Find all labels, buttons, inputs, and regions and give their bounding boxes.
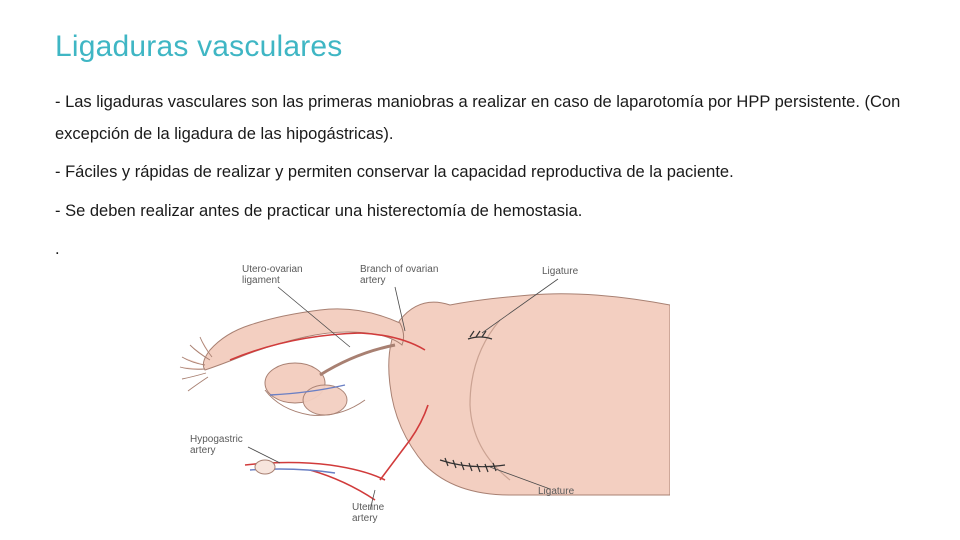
vessel-cross-section — [255, 460, 275, 474]
body-paragraph: - Las ligaduras vasculares son las prime… — [55, 86, 905, 150]
body-paragraph: - Se deben realizar antes de practicar u… — [55, 195, 905, 227]
slide-title: Ligaduras vasculares — [55, 30, 905, 64]
diagram-label-uterine: Uterineartery — [352, 503, 384, 524]
diagram-label-ligature-bottom: Ligature — [538, 487, 574, 498]
slide-body: - Las ligaduras vasculares son las prime… — [55, 86, 905, 265]
slide: Ligaduras vasculares - Las ligaduras vas… — [0, 0, 960, 540]
body-paragraph: - Fáciles y rápidas de realizar y permit… — [55, 156, 905, 188]
diagram-label-ligature-top: Ligature — [542, 267, 578, 278]
diagram-label-hypogastric: Hypogastricartery — [190, 435, 243, 456]
body-paragraph: . — [55, 233, 905, 265]
diagram-label-branch-ovarian: Branch of ovarianartery — [360, 265, 438, 286]
diagram-label-utero-ovarian: Utero-ovarianligament — [242, 265, 303, 286]
utero-ovarian-ligament-shape — [320, 345, 395, 375]
anatomical-diagram: Utero-ovarianligament Branch of ovariana… — [170, 265, 670, 525]
diagram-svg — [170, 265, 670, 525]
uterus-body — [389, 294, 670, 495]
